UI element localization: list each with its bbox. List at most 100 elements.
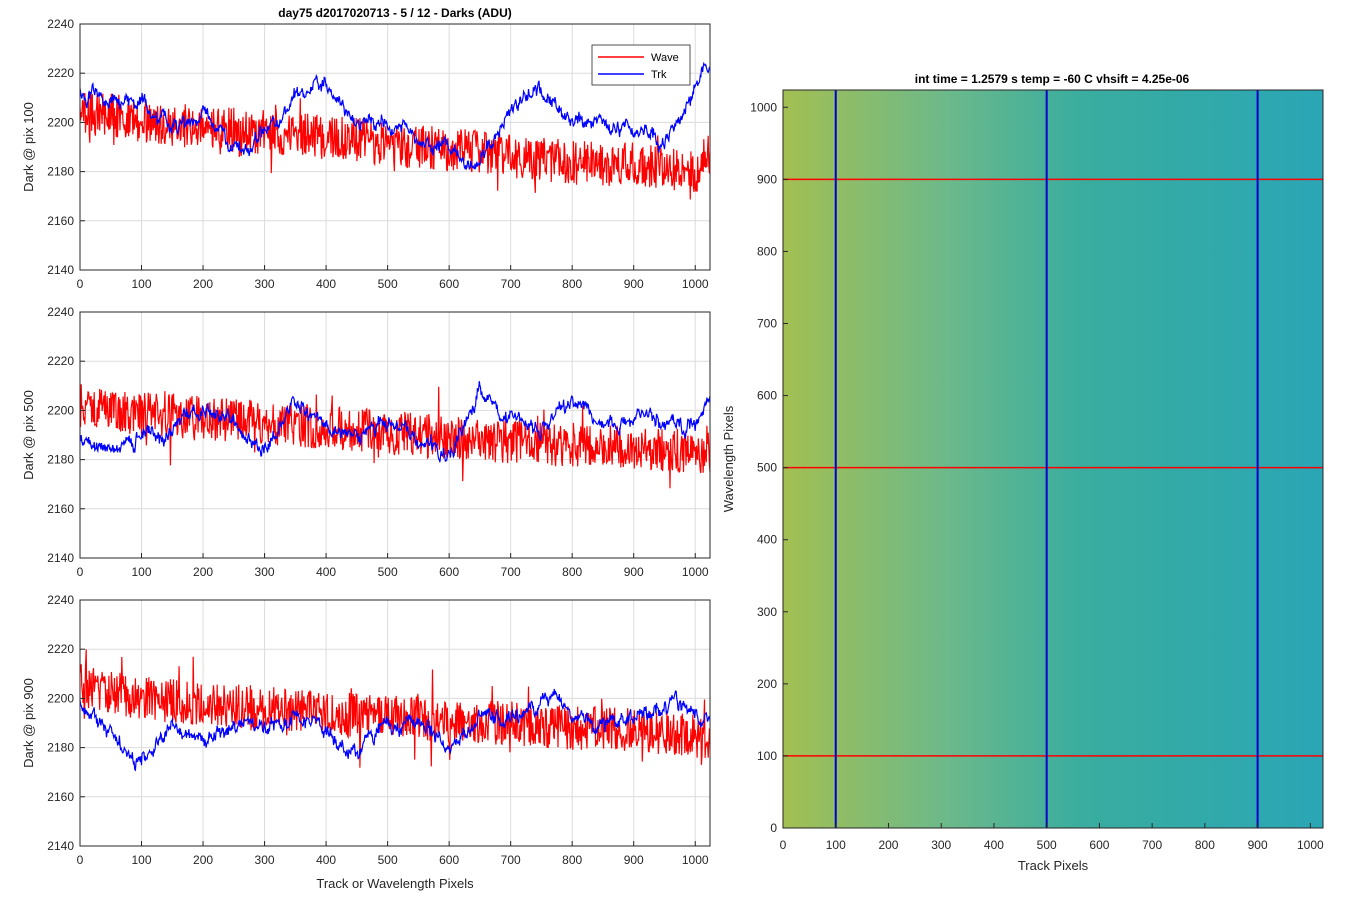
y-tick-label: 300: [757, 605, 777, 619]
y-tick-label: 2200: [47, 115, 74, 129]
legend-label-trk: Trk: [651, 69, 667, 81]
x-tick-label: 100: [132, 853, 152, 867]
y-tick-label: 700: [757, 317, 777, 331]
x-tick-label: 600: [439, 277, 459, 291]
x-tick-label: 500: [1037, 838, 1057, 852]
y-tick-label: 2140: [47, 551, 74, 565]
x-tick-label: 600: [439, 853, 459, 867]
x-tick-label: 1000: [682, 277, 709, 291]
x-tick-label: 900: [624, 277, 644, 291]
y-axis-label: Wavelength Pixels: [721, 405, 736, 512]
y-tick-label: 2220: [47, 354, 74, 368]
x-tick-label: 700: [501, 565, 521, 579]
tick-group: 0 100 200 300 400 500 600 700 800 900 1000 0 100 200 3…: [750, 100, 1324, 852]
y-tick-label: 2180: [47, 741, 74, 755]
figure-title: day75 d2017020713 - 5 / 12 - Darks (ADU): [278, 6, 511, 20]
y-tick-label: 100: [757, 749, 777, 763]
x-tick-label: 1000: [682, 853, 709, 867]
x-tick-label: 700: [501, 277, 521, 291]
series-line-wave: [79, 92, 711, 200]
y-tick-label: 2180: [47, 165, 74, 179]
x-tick-label: 600: [1089, 838, 1109, 852]
y-tick-label: 0: [770, 821, 777, 835]
x-tick-label: 0: [77, 853, 84, 867]
legend: Wave Trk: [591, 44, 691, 86]
x-tick-label: 0: [77, 565, 84, 579]
x-tick-label: 700: [1142, 838, 1162, 852]
y-axis-label: Dark @ pix 500: [21, 390, 36, 480]
heatmap-hlines: [783, 178, 1323, 757]
y-tick-label: 500: [757, 461, 777, 475]
tick-group: 0 100 200 300 400 500 600 700 800 900 1000 2140 2160…: [47, 305, 709, 579]
line-panel-pix100: day75 d2017020713 - 5 / 12 - Darks (ADU)…: [21, 6, 711, 291]
x-tick-label: 0: [77, 277, 84, 291]
x-tick-label: 200: [193, 277, 213, 291]
x-tick-label: 900: [624, 565, 644, 579]
x-axis-label: Track Pixels: [1018, 858, 1089, 873]
series-line-trk: [79, 61, 711, 171]
y-tick-label: 2240: [47, 17, 74, 31]
series-line-wave: [79, 649, 711, 768]
x-tick-label: 800: [562, 565, 582, 579]
series-group: [79, 381, 711, 489]
x-tick-label: 200: [193, 565, 213, 579]
line-panel-pix500: 0 100 200 300 400 500 600 700 800 900 1000 2140 2160…: [21, 305, 711, 579]
y-tick-label: 800: [757, 244, 777, 258]
y-tick-label: 2140: [47, 839, 74, 853]
series-group: [79, 61, 711, 200]
heatmap-image: [783, 90, 1323, 828]
x-tick-label: 700: [501, 853, 521, 867]
tick-group: 0 100 200 300 400 500 600 700 800 900 1000 2140 2160…: [47, 593, 709, 867]
x-tick-label: 1000: [1297, 838, 1324, 852]
x-tick-label: 900: [1248, 838, 1268, 852]
x-tick-label: 800: [562, 277, 582, 291]
x-axis-label: Track or Wavelength Pixels: [316, 876, 474, 891]
axes-frame: [79, 599, 711, 847]
y-axis-label: Dark @ pix 900: [21, 678, 36, 768]
y-tick-label: 2220: [47, 642, 74, 656]
series-group: [79, 649, 711, 772]
series-line-wave: [79, 384, 711, 489]
y-tick-label: 1000: [750, 100, 777, 114]
axes-frame: [79, 23, 711, 271]
x-tick-label: 900: [624, 853, 644, 867]
line-panel-pix900: 0 100 200 300 400 500 600 700 800 900 1000 2140 2160…: [21, 593, 711, 891]
x-tick-label: 300: [255, 853, 275, 867]
x-tick-label: 1000: [682, 565, 709, 579]
x-tick-label: 400: [316, 853, 336, 867]
x-tick-label: 100: [826, 838, 846, 852]
x-tick-label: 800: [562, 853, 582, 867]
x-tick-label: 500: [378, 853, 398, 867]
heatmap-panel: int time = 1.2579 s temp = -60 C vhsift …: [721, 72, 1324, 873]
x-tick-label: 800: [1195, 838, 1215, 852]
y-tick-label: 900: [757, 172, 777, 186]
x-tick-label: 500: [378, 565, 398, 579]
x-tick-label: 400: [984, 838, 1004, 852]
x-tick-label: 400: [316, 277, 336, 291]
y-tick-label: 2220: [47, 66, 74, 80]
x-tick-label: 200: [878, 838, 898, 852]
axes-frame: [782, 89, 1324, 829]
legend-label-wave: Wave: [651, 52, 679, 64]
y-tick-label: 2160: [47, 790, 74, 804]
x-tick-label: 500: [378, 277, 398, 291]
y-tick-label: 600: [757, 389, 777, 403]
x-tick-label: 0: [780, 838, 787, 852]
series-line-trk: [79, 688, 711, 772]
y-tick-label: 2140: [47, 263, 74, 277]
heatmap-texture-blue: [783, 90, 1323, 828]
y-tick-label: 2160: [47, 502, 74, 516]
heatmap-title: int time = 1.2579 s temp = -60 C vhsift …: [915, 72, 1190, 86]
y-tick-label: 2180: [47, 453, 74, 467]
heatmap-vlines: [834, 90, 1259, 828]
y-tick-label: 2240: [47, 305, 74, 319]
x-tick-label: 300: [255, 565, 275, 579]
series-line-trk: [79, 381, 711, 463]
y-tick-label: 200: [757, 677, 777, 691]
x-tick-label: 600: [439, 565, 459, 579]
y-tick-label: 400: [757, 533, 777, 547]
x-tick-label: 300: [931, 838, 951, 852]
x-tick-label: 200: [193, 853, 213, 867]
grid-lines: [80, 312, 710, 558]
